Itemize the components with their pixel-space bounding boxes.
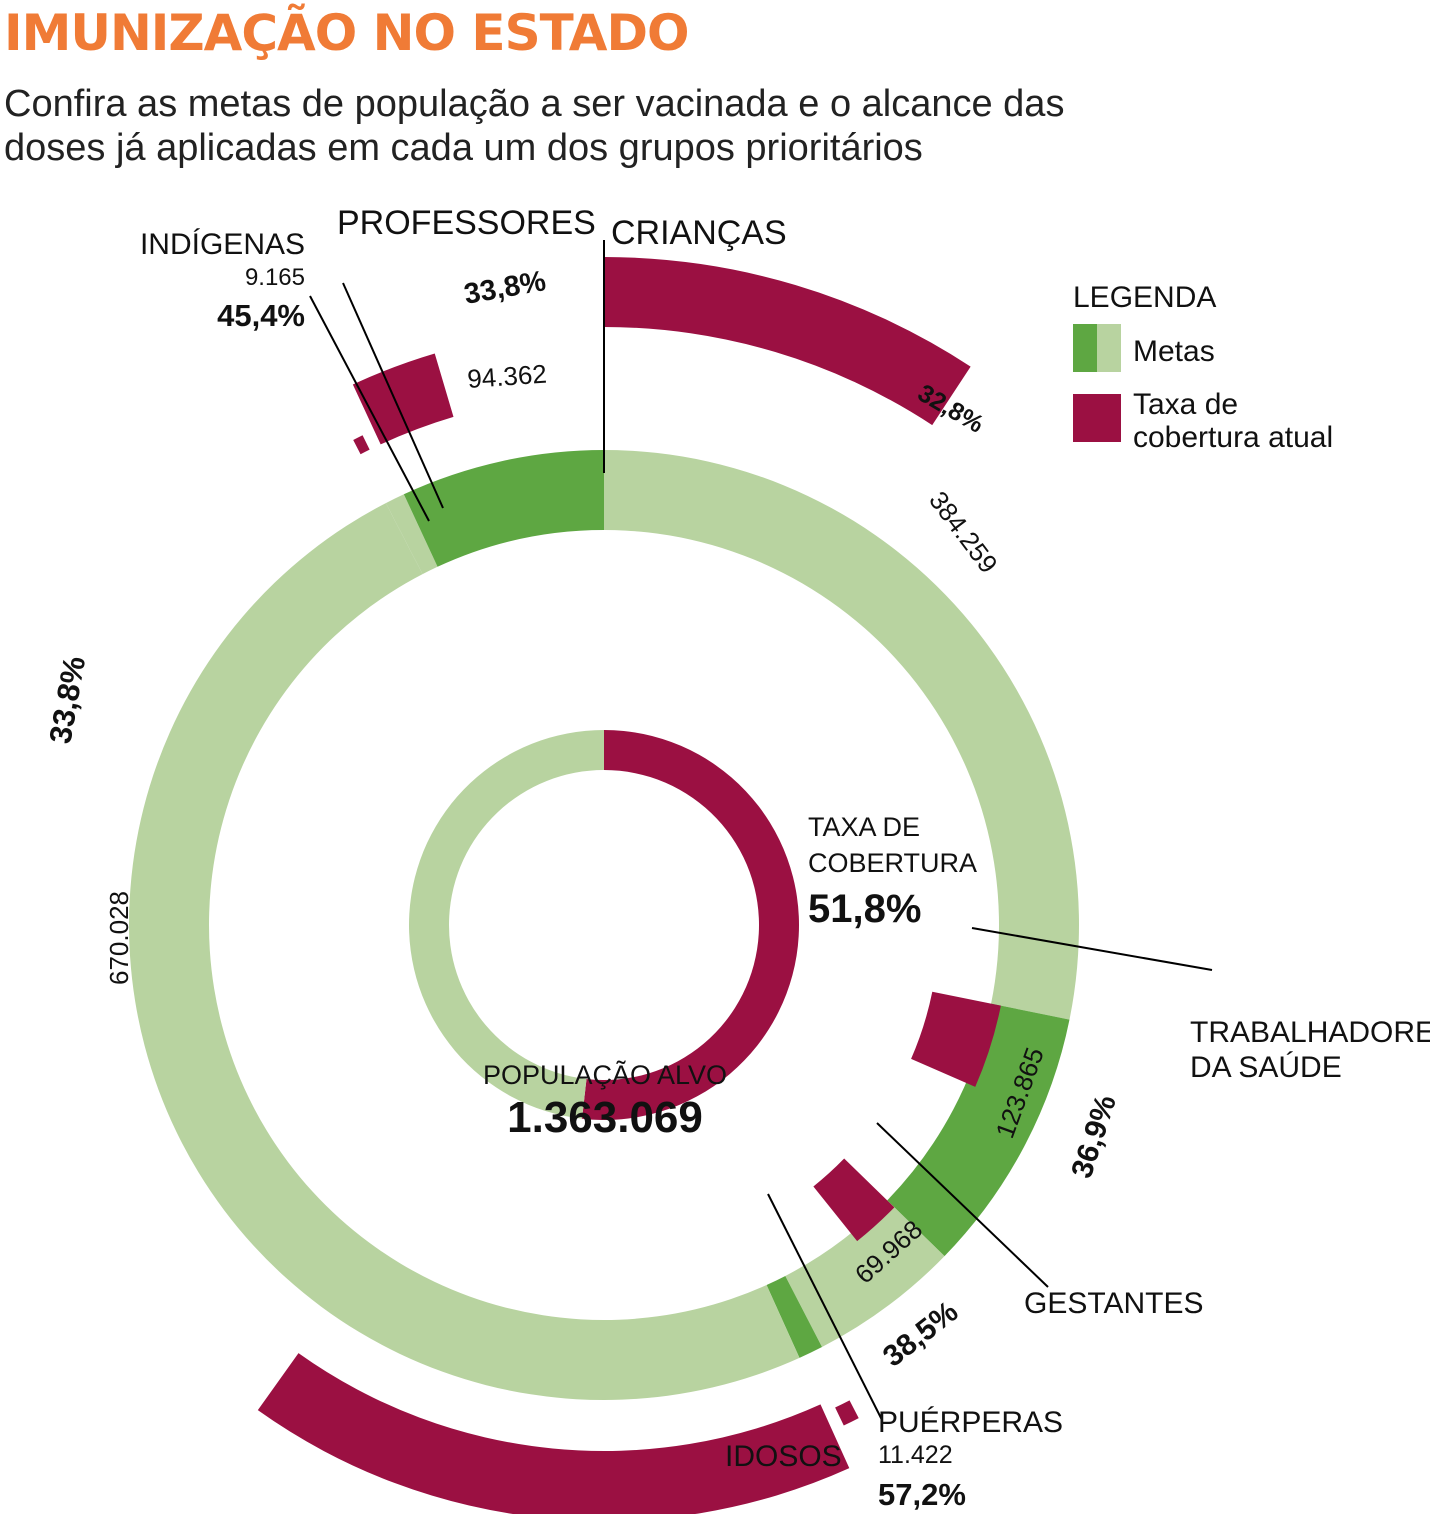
group-label-criancas: CRIANÇAS <box>611 214 787 252</box>
group-label-idosos: IDOSOS <box>725 1440 842 1473</box>
meta-arc-professores <box>403 450 604 567</box>
meta-label-criancas: 384.259 <box>923 486 1004 579</box>
group-label-professores: PROFESSORES <box>337 204 596 242</box>
coverage-arc-criancas <box>604 257 971 426</box>
center-taxa-label-2: COBERTURA <box>808 848 977 878</box>
meta-label-professores: 94.362 <box>466 359 547 394</box>
coverage-arc-professores <box>352 353 454 445</box>
coverage-arc-gestantes <box>813 1158 895 1242</box>
legend-label-taxa-2: cobertura atual <box>1133 421 1333 454</box>
coverage-arc-puerperas <box>835 1400 859 1426</box>
coverage-label-idosos: 33,8% <box>42 654 92 747</box>
leader-line-5 <box>309 295 430 522</box>
leader-line-6 <box>342 282 444 509</box>
leader-lines <box>309 240 1213 1421</box>
inner-remaining-arc <box>409 730 604 1119</box>
coverage-arc-indigenas <box>353 435 370 455</box>
meta-arc-criancas <box>604 450 1079 1020</box>
meta-arc-idosos <box>129 503 800 1400</box>
coverage-label-puerperas: 57,2% <box>878 1477 966 1512</box>
chart-rings <box>129 257 1079 1514</box>
leader-line-3 <box>876 1122 1049 1288</box>
meta-label-indigenas: 9.165 <box>245 264 305 291</box>
legend-label-metas: Metas <box>1133 335 1215 368</box>
coverage-label-trabalhadores: 36,9% <box>1065 1091 1123 1182</box>
coverage-label-indigenas: 45,4% <box>217 298 305 333</box>
coverage-arc-trabalhadores-da-saude <box>911 991 1001 1087</box>
meta-arc-puerperas <box>766 1275 823 1358</box>
center-taxa-value: 51,8% <box>808 887 921 931</box>
coverage-arc-idosos <box>257 1353 850 1514</box>
coverage-label-professores: 33,8% <box>462 265 549 311</box>
meta-label-puerperas: 11.422 <box>878 1441 953 1469</box>
group-label-gestantes: GESTANTES <box>1024 1287 1203 1320</box>
meta-label-idosos: 670.028 <box>104 891 134 985</box>
leader-line-2 <box>971 927 1213 971</box>
leader-line-4 <box>767 1193 883 1421</box>
center-population-label: POPULAÇÃO ALVO <box>483 1059 727 1090</box>
chart-labels: TAXA DE COBERTURA 51,8% POPULAÇÃO ALVO1.363… <box>42 204 1430 1512</box>
meta-arc-gestantes <box>785 1200 945 1348</box>
group-label-trabalhadores-2: DA SAÚDE <box>1190 1051 1342 1084</box>
legend-swatch-metas-dark <box>1073 324 1097 372</box>
chart-subtitle: Confira as metas de população a ser vaci… <box>4 83 1065 169</box>
legend-title: LEGENDA <box>1073 281 1216 314</box>
group-label-indigenas: INDÍGENAS <box>140 228 305 261</box>
legend-label-taxa-1: Taxa de <box>1133 388 1238 421</box>
chart-title: IMUNIZAÇÃO NO ESTADO <box>4 4 690 62</box>
center-population-value: 1.363.069 <box>507 1093 703 1142</box>
coverage-label-gestantes: 38,5% <box>877 1295 964 1373</box>
legend-swatch-metas-light <box>1097 324 1121 372</box>
legend-swatch-taxa <box>1073 394 1121 442</box>
meta-arc-trabalhadores-da-saude <box>887 1003 1070 1257</box>
group-label-trabalhadores-1: TRABALHADORES <box>1190 1016 1430 1049</box>
group-label-puerperas: PUÉRPERAS <box>878 1406 1063 1439</box>
inner-coverage-arc <box>581 730 800 1120</box>
center-taxa-label-1: TAXA DE <box>808 812 920 842</box>
meta-arc-indigenas <box>385 494 438 575</box>
